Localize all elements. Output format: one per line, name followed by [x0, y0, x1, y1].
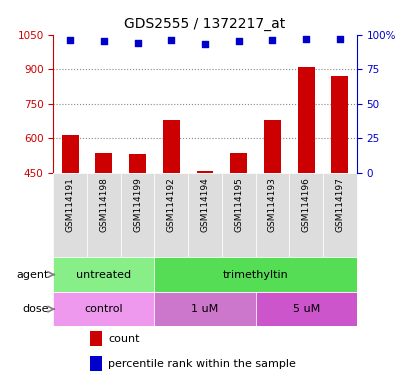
Text: GSM114196: GSM114196	[301, 177, 310, 232]
Bar	[289, 173, 322, 257]
Bar	[154, 292, 255, 326]
Text: GSM114193: GSM114193	[267, 177, 276, 232]
Bar	[297, 67, 314, 173]
Bar	[255, 292, 356, 326]
Bar	[255, 173, 289, 257]
Point	[134, 40, 141, 46]
Text: 5 uM: 5 uM	[292, 304, 319, 314]
Bar	[120, 173, 154, 257]
Text: GSM114192: GSM114192	[166, 177, 175, 232]
Text: untreated: untreated	[76, 270, 131, 280]
Text: GSM114195: GSM114195	[234, 177, 243, 232]
Text: percentile rank within the sample: percentile rank within the sample	[108, 359, 295, 369]
Bar	[221, 173, 255, 257]
Bar	[129, 154, 146, 173]
Bar	[87, 173, 120, 257]
Bar	[53, 173, 87, 257]
Point	[268, 37, 275, 43]
Text: GSM114197: GSM114197	[335, 177, 344, 232]
Bar	[162, 120, 179, 173]
Bar	[330, 76, 347, 173]
Bar	[90, 356, 101, 371]
Point	[168, 37, 174, 43]
Bar	[95, 153, 112, 173]
Text: count: count	[108, 334, 139, 344]
Text: trimethyltin: trimethyltin	[222, 270, 288, 280]
Text: GSM114194: GSM114194	[200, 177, 209, 232]
Bar	[263, 120, 280, 173]
Text: dose: dose	[22, 304, 49, 314]
Point	[302, 36, 309, 42]
Text: GSM114191: GSM114191	[65, 177, 74, 232]
Point	[201, 41, 208, 47]
Bar	[53, 292, 154, 326]
Bar	[154, 257, 356, 292]
Bar	[196, 171, 213, 173]
Text: 1 uM: 1 uM	[191, 304, 218, 314]
Bar	[188, 173, 221, 257]
Text: GSM114198: GSM114198	[99, 177, 108, 232]
Bar	[230, 153, 247, 173]
Text: agent: agent	[17, 270, 49, 280]
Text: GDS2555 / 1372217_at: GDS2555 / 1372217_at	[124, 17, 285, 31]
Bar	[53, 257, 154, 292]
Point	[336, 36, 342, 42]
Bar	[154, 173, 188, 257]
Bar	[90, 331, 101, 346]
Point	[235, 38, 241, 45]
Bar	[62, 135, 79, 173]
Bar	[322, 173, 356, 257]
Point	[100, 38, 107, 45]
Text: control: control	[84, 304, 123, 314]
Point	[67, 37, 73, 43]
Text: GSM114199: GSM114199	[133, 177, 142, 232]
